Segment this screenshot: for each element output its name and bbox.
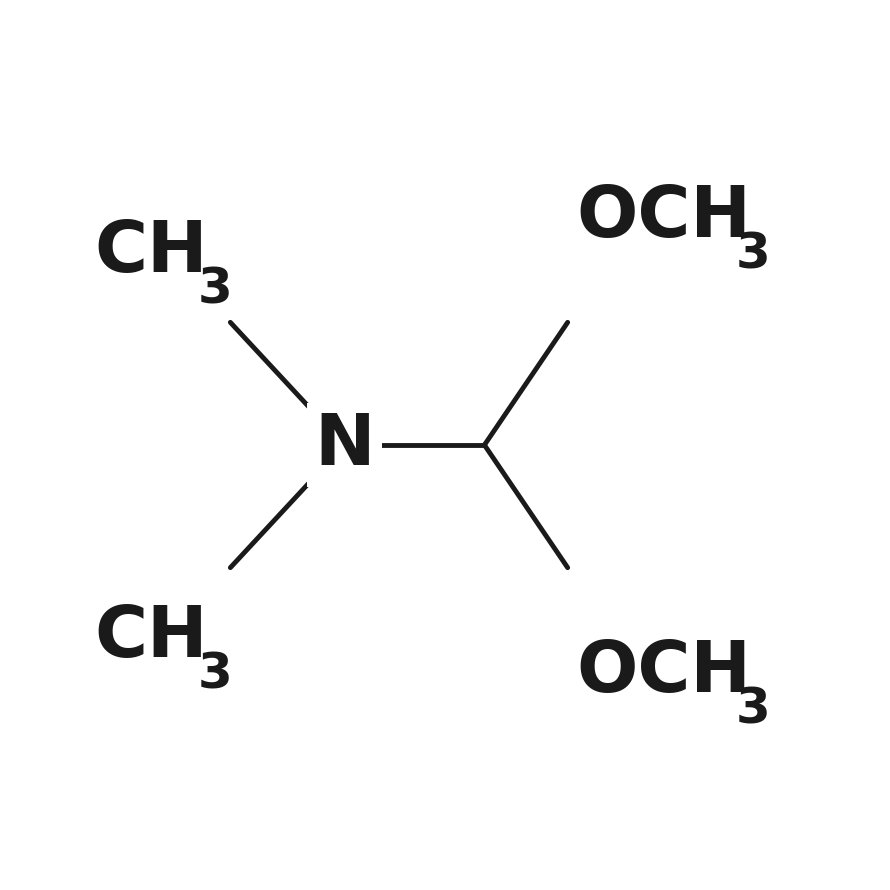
Text: OCH: OCH bbox=[577, 638, 751, 708]
Text: 3: 3 bbox=[198, 651, 232, 699]
Text: 3: 3 bbox=[198, 265, 232, 313]
Text: CH: CH bbox=[94, 218, 208, 287]
Text: N: N bbox=[314, 410, 375, 480]
Text: 3: 3 bbox=[736, 685, 771, 733]
Text: CH: CH bbox=[94, 603, 208, 672]
Text: 3: 3 bbox=[736, 230, 771, 278]
Text: OCH: OCH bbox=[577, 182, 751, 252]
